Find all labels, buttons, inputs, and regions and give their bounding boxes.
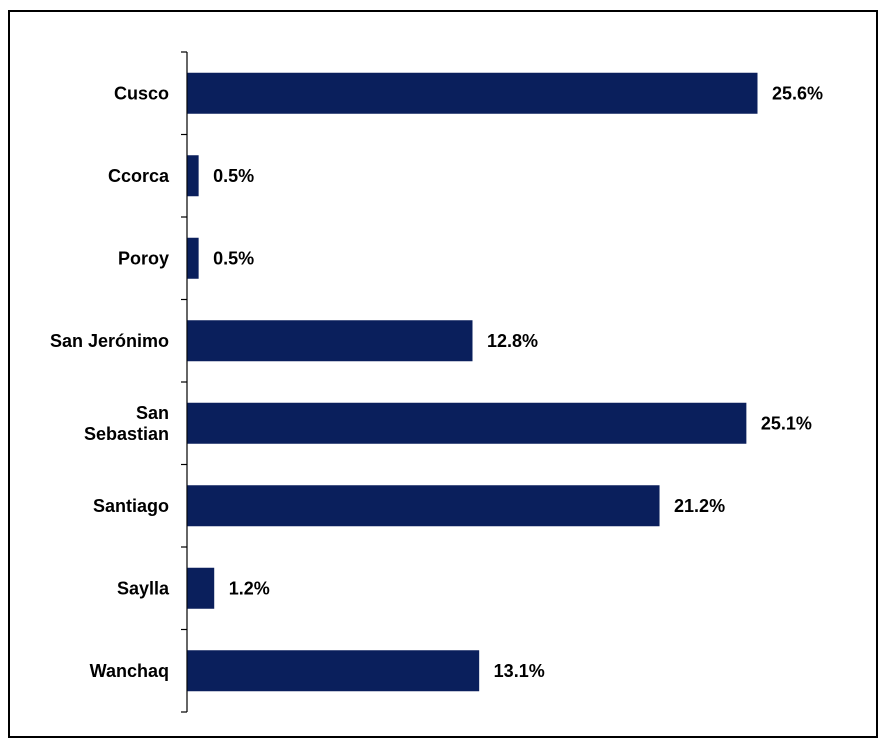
category-label: Ccorca (108, 166, 170, 186)
category-label: Santiago (93, 496, 169, 516)
value-label: 25.1% (761, 413, 812, 433)
bar-7 (187, 567, 215, 609)
value-label: 1.2% (229, 578, 270, 598)
y-axis-group (181, 51, 188, 713)
category-label: San Sebastian (84, 403, 169, 444)
category-label: Wanchaq (90, 661, 169, 681)
bars-group (187, 72, 758, 692)
bar-2 (187, 155, 199, 197)
bar-8 (187, 650, 480, 692)
value-label: 12.8% (487, 331, 538, 351)
value-label: 0.5% (213, 166, 254, 186)
value-label: 13.1% (494, 661, 545, 681)
category-label: San Jerónimo (50, 331, 169, 351)
category-label: Cusco (114, 83, 169, 103)
category-label: Saylla (117, 578, 170, 598)
category-label: Poroy (118, 248, 169, 268)
value-label: 0.5% (213, 248, 254, 268)
bar-4 (187, 320, 473, 362)
value-label: 21.2% (674, 496, 725, 516)
value-label: 25.6% (772, 83, 823, 103)
bar-1 (187, 72, 758, 114)
chart-frame (8, 10, 878, 738)
bar-5 (187, 402, 747, 444)
labels-group: Cusco 25.6% Ccorca 0.5% Poroy 0.5% San Jerónim… (50, 83, 823, 681)
bar-3 (187, 237, 199, 279)
bar-6 (187, 485, 660, 527)
